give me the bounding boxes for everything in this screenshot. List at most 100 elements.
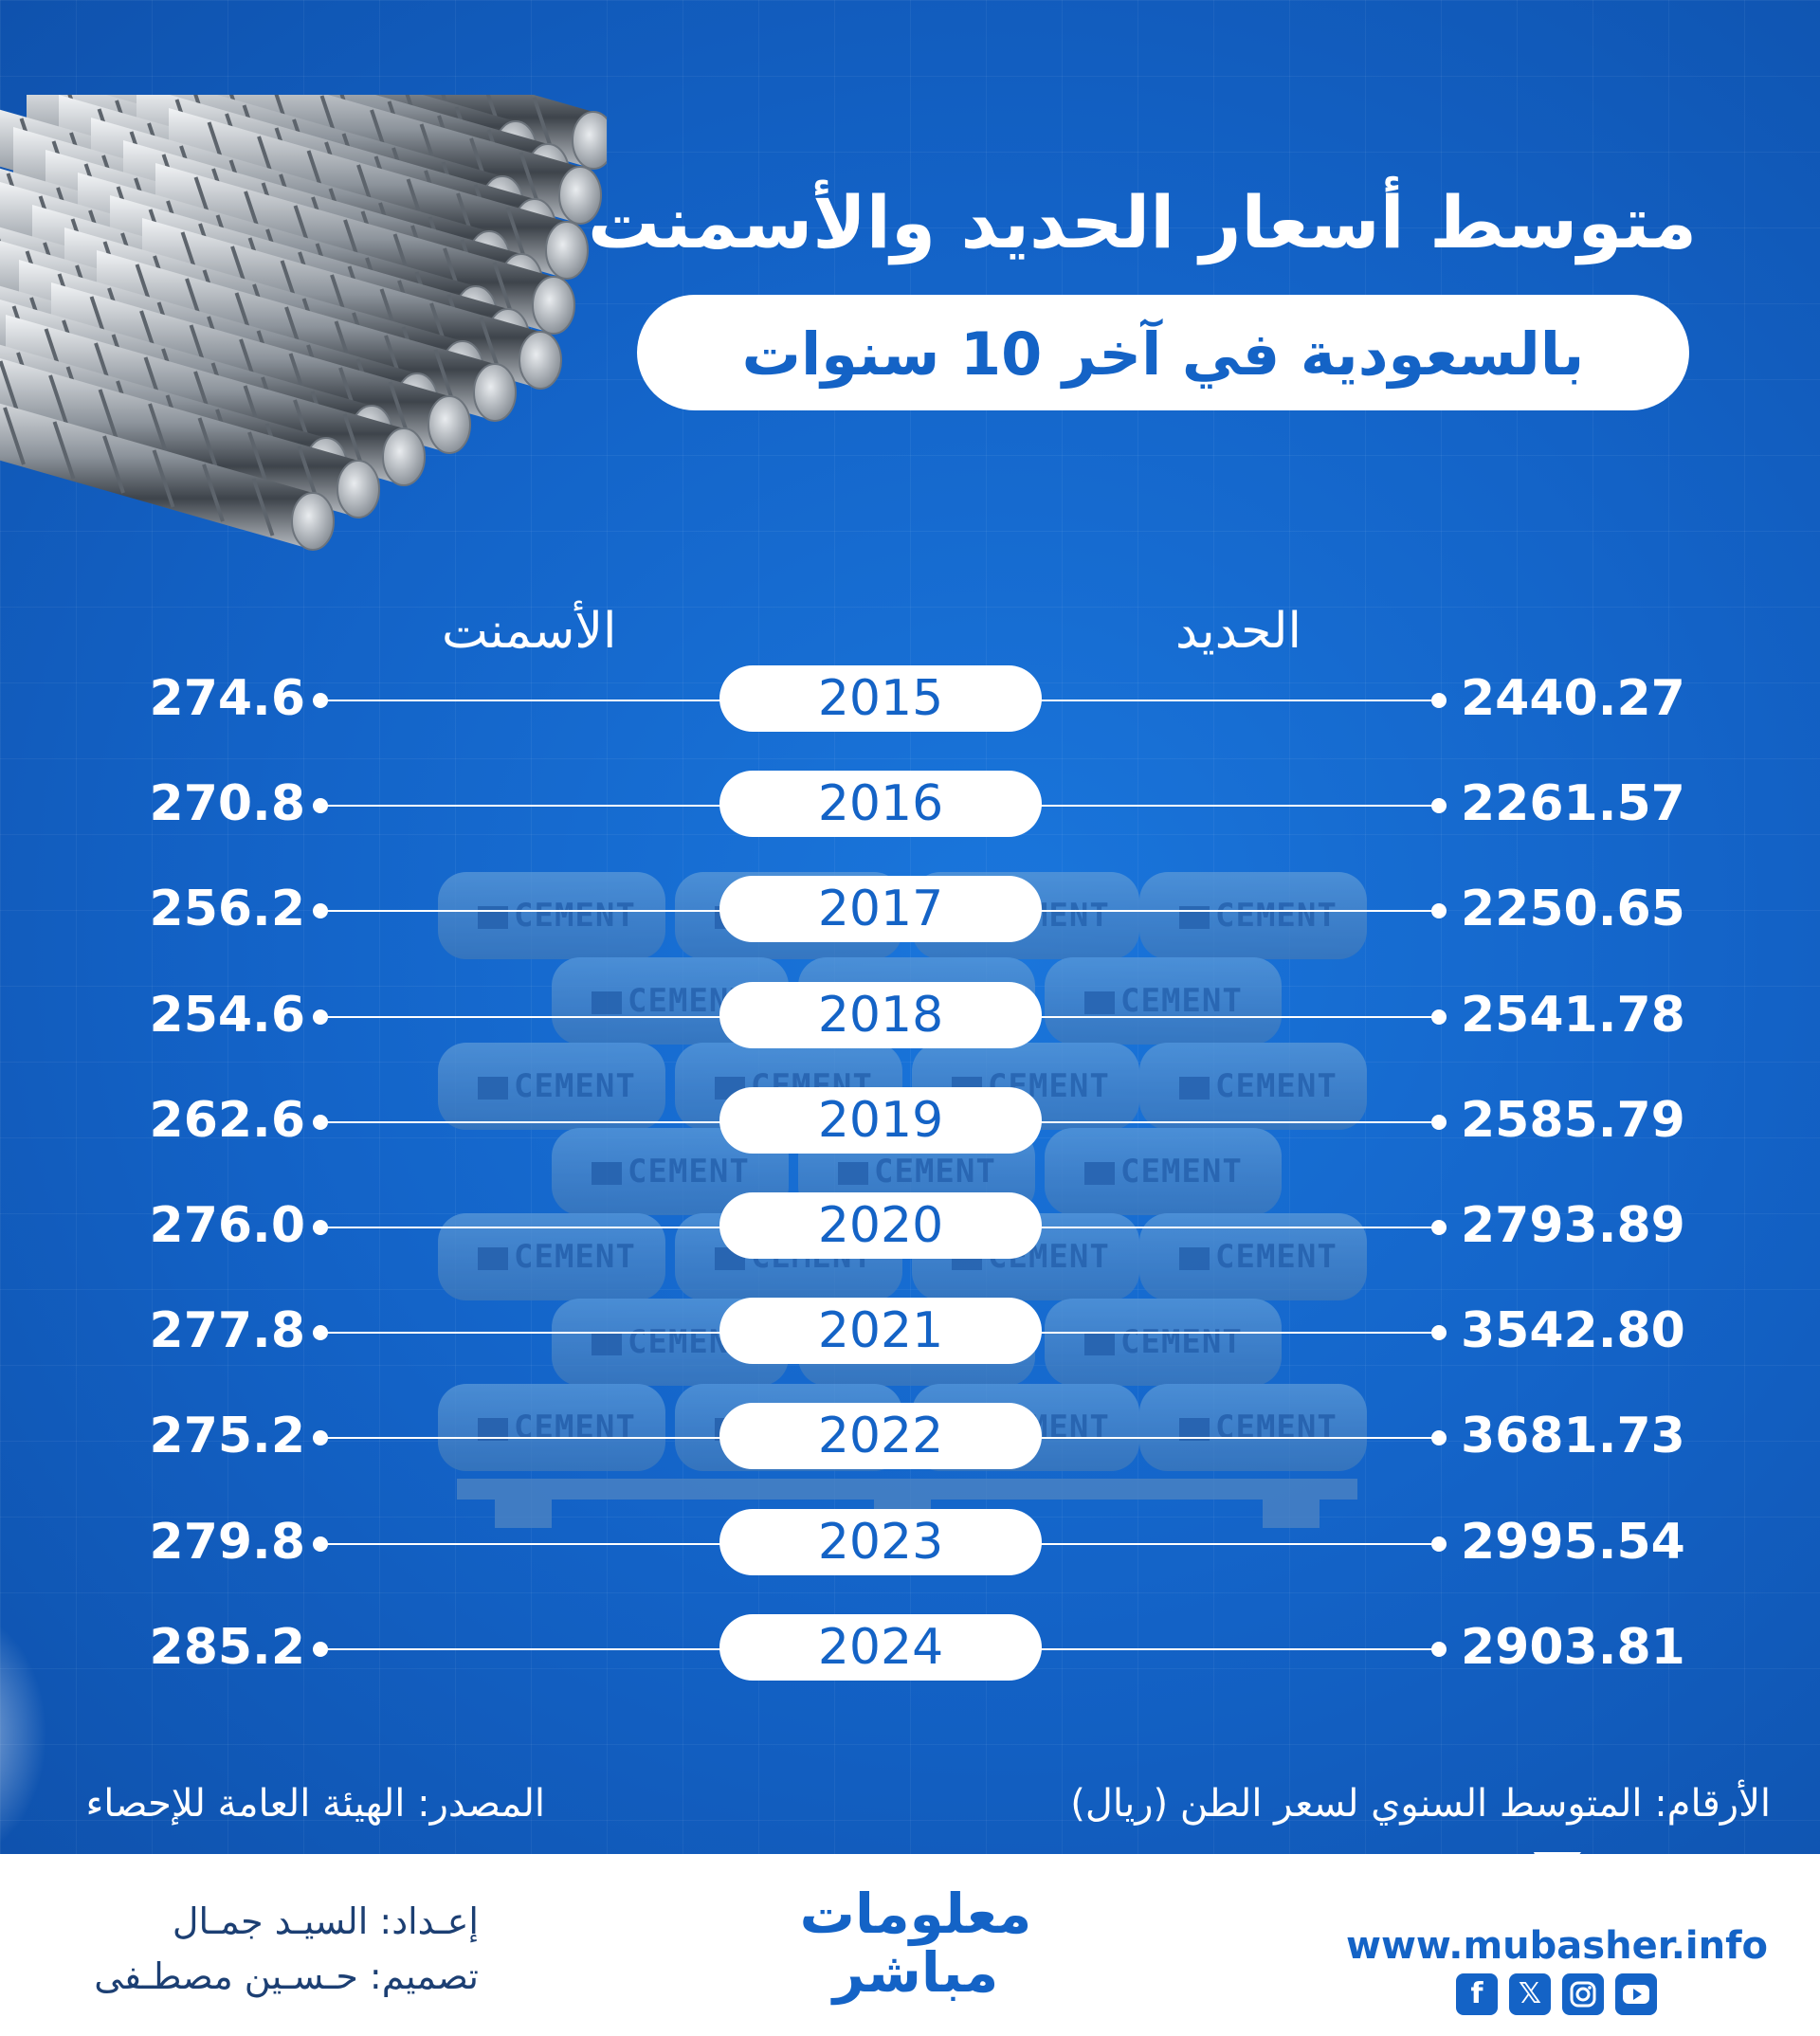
facebook-icon[interactable]: f xyxy=(1456,1973,1498,2015)
cement-connector-line xyxy=(313,1648,720,1650)
steel-value: 3681.73 xyxy=(1461,1408,1685,1464)
rebar-end xyxy=(428,395,471,454)
cement-bag-label: CEMENT xyxy=(1174,1238,1338,1276)
steel-connector-line xyxy=(1041,1227,1439,1228)
pallet-plank xyxy=(1263,1500,1320,1528)
steel-connector-line xyxy=(1041,1121,1439,1123)
footer-notch xyxy=(1534,1852,1581,1894)
cement-value: 285.2 xyxy=(149,1619,305,1676)
steel-value: 2440.27 xyxy=(1461,670,1685,727)
cement-value: 256.2 xyxy=(149,881,305,937)
steel-dot xyxy=(1431,1536,1447,1552)
cement-dot xyxy=(313,693,328,708)
subtitle: بالسعودية في آخر 10 سنوات xyxy=(741,319,1585,389)
rebar-end xyxy=(558,166,602,225)
cement-dot xyxy=(313,1642,328,1657)
steel-connector-line xyxy=(1041,700,1439,701)
rebar-rib xyxy=(52,421,76,480)
cement-value: 277.8 xyxy=(149,1302,305,1359)
cement-dot xyxy=(313,1536,328,1552)
column-header-steel: الحديد xyxy=(1175,603,1301,660)
steel-value: 2250.65 xyxy=(1461,881,1685,937)
cement-bag: CEMENT xyxy=(438,1043,665,1130)
rebar-end xyxy=(519,331,562,390)
steel-dot xyxy=(1431,1220,1447,1235)
rebar-end xyxy=(382,427,426,486)
cement-value: 262.6 xyxy=(149,1092,305,1149)
year-pill: 2019 xyxy=(719,1087,1042,1154)
cement-dot xyxy=(313,1009,328,1025)
year-pill: 2023 xyxy=(719,1509,1042,1575)
steel-dot xyxy=(1431,798,1447,813)
cement-dot xyxy=(313,1220,328,1235)
steel-connector-line xyxy=(1041,1648,1439,1650)
rebar-body xyxy=(0,358,358,518)
cement-bag-label: CEMENT xyxy=(472,1238,636,1276)
cement-connector-line xyxy=(313,1016,720,1018)
cement-value: 275.2 xyxy=(149,1408,305,1464)
steel-value: 2793.89 xyxy=(1461,1197,1685,1254)
cement-bag: CEMENT xyxy=(438,872,665,959)
cement-dot xyxy=(313,1430,328,1445)
year-pill: 2018 xyxy=(719,982,1042,1048)
cement-connector-line xyxy=(313,805,720,807)
steel-rebar-illustration xyxy=(0,95,607,551)
website-link[interactable]: www.mubasher.info xyxy=(1346,1924,1768,1968)
cement-connector-line xyxy=(313,1227,720,1228)
year-pill: 2016 xyxy=(719,771,1042,837)
pallet-plank xyxy=(457,1479,1357,1500)
cement-bag: CEMENT xyxy=(1045,1128,1282,1215)
rebar-end xyxy=(291,492,335,551)
cement-bag: CEMENT xyxy=(1139,1384,1367,1471)
steel-dot xyxy=(1431,1325,1447,1340)
credit-design-by: تصميم: حـسـين مصطـفى xyxy=(94,1955,479,1997)
steel-dot xyxy=(1431,1009,1447,1025)
cement-dot xyxy=(313,798,328,813)
cement-bag-label: CEMENT xyxy=(586,1153,750,1191)
cement-bag-label: CEMENT xyxy=(1079,1153,1243,1191)
steel-value: 2903.81 xyxy=(1461,1619,1685,1676)
steel-dot xyxy=(1431,1115,1447,1130)
logo-line-2: مباشر xyxy=(832,1940,999,2005)
cement-connector-line xyxy=(313,910,720,912)
rebar-end xyxy=(572,111,607,170)
year-pill: 2020 xyxy=(719,1192,1042,1259)
cement-connector-line xyxy=(313,700,720,701)
cement-value: 279.8 xyxy=(149,1514,305,1571)
cement-bag-label: CEMENT xyxy=(1174,1067,1338,1105)
steel-connector-line xyxy=(1041,1332,1439,1334)
year-pill: 2024 xyxy=(719,1614,1042,1681)
rebar-rib xyxy=(102,435,125,494)
cement-dot xyxy=(313,1325,328,1340)
logo-line-1: معلومات xyxy=(799,1881,1032,1946)
pallet-plank xyxy=(495,1500,552,1528)
cement-value: 276.0 xyxy=(149,1197,305,1254)
steel-connector-line xyxy=(1041,1437,1439,1439)
cement-bag-label: CEMENT xyxy=(1079,1323,1243,1361)
cement-connector-line xyxy=(313,1121,720,1123)
instagram-icon[interactable] xyxy=(1562,1973,1604,2015)
cement-dot xyxy=(313,903,328,918)
units-note: الأرقام: المتوسط السنوي لسعر الطن (ريال) xyxy=(1070,1782,1771,1826)
edge-glow xyxy=(0,1611,47,1858)
cement-value: 270.8 xyxy=(149,775,305,832)
cement-bag-label: CEMENT xyxy=(1174,1409,1338,1446)
x-icon[interactable]: 𝕏 xyxy=(1509,1973,1551,2015)
steel-value: 2995.54 xyxy=(1461,1514,1685,1571)
steel-dot xyxy=(1431,903,1447,918)
cement-connector-line xyxy=(313,1543,720,1545)
steel-connector-line xyxy=(1041,910,1439,912)
steel-value: 2585.79 xyxy=(1461,1092,1685,1149)
cement-dot xyxy=(313,1115,328,1130)
rebar-rib xyxy=(3,407,26,465)
rebar-rib xyxy=(202,464,225,522)
rebar-end xyxy=(337,460,380,518)
cement-bag-label: CEMENT xyxy=(1174,897,1338,935)
rebar-end xyxy=(473,363,517,422)
year-pill: 2022 xyxy=(719,1403,1042,1469)
youtube-icon[interactable] xyxy=(1615,1973,1657,2015)
year-pill: 2017 xyxy=(719,876,1042,942)
page-title: متوسط أسعار الحديد والأسمنت xyxy=(588,180,1697,264)
cement-bag: CEMENT xyxy=(1139,1043,1367,1130)
rebar-end xyxy=(532,276,575,335)
